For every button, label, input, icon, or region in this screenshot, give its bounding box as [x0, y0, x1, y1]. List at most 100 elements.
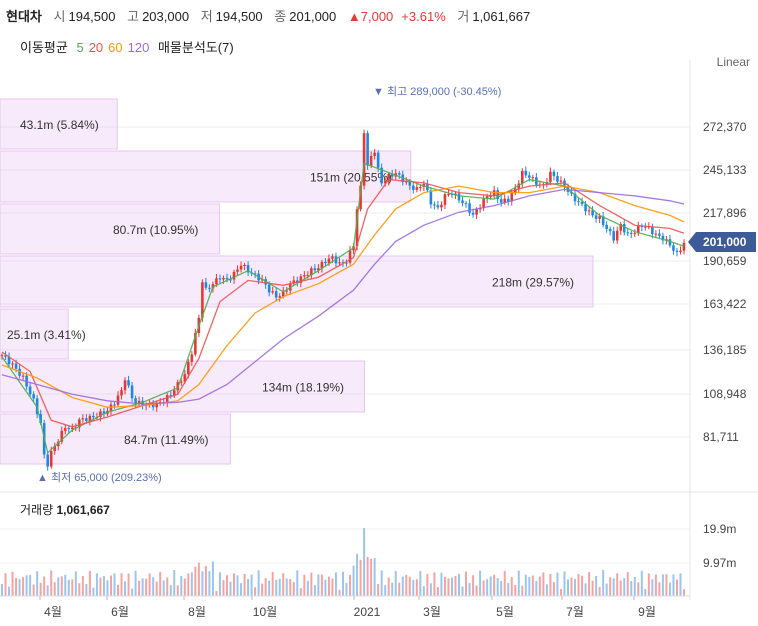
candle-body [102, 411, 106, 414]
volume-bar [229, 581, 232, 596]
candle-body [345, 262, 348, 264]
min-price-marker: ▲ 최저 65,000 (209.23%) [37, 471, 162, 484]
candle-body [549, 171, 552, 183]
volume-title-value: 1,061,667 [56, 503, 110, 517]
volume-bar [637, 582, 640, 596]
volume-bar [602, 570, 605, 596]
scale-mode[interactable]: Linear [716, 55, 750, 69]
volume-bar [545, 584, 548, 596]
volume-bar [190, 572, 193, 596]
candle-body [520, 170, 524, 184]
volume-bar [443, 576, 446, 596]
ma-120-label[interactable]: 120 [127, 40, 150, 55]
candle-body [436, 205, 440, 208]
volume-bar [577, 573, 580, 596]
volume-bar [173, 570, 176, 596]
volume-bar [53, 582, 56, 596]
volume-bar [535, 580, 538, 596]
candle-body [313, 268, 317, 271]
ma-20-label[interactable]: 20 [88, 40, 104, 55]
x-tick-label: 6월 [111, 605, 129, 619]
candle-body [155, 402, 158, 408]
volume-bar [211, 561, 214, 596]
candle-body [468, 203, 471, 213]
volume-bar [419, 571, 422, 596]
candle-body [56, 441, 60, 447]
volume-bar [479, 570, 482, 596]
candle-body [612, 231, 615, 241]
volume-profile-label: 80.7m (10.95%) [113, 223, 198, 237]
volume-bar [581, 575, 584, 596]
volume-bar [334, 572, 337, 596]
candle-body [194, 333, 197, 355]
x-tick-label: 2021 [354, 605, 381, 619]
ma-60-line [1, 185, 685, 408]
volume-bar [486, 579, 489, 596]
change-pct: +3.61% [401, 9, 446, 24]
volume-bar [507, 583, 510, 596]
candle-body [373, 152, 376, 156]
quote-header: 현대차 시 194,500 고 203,000 저 194,500 종 201,000 … [6, 6, 538, 24]
candle-body [591, 210, 594, 216]
volume-bar [422, 586, 425, 596]
ma-legend[interactable]: 이동평균 5 20 60 120 매물분석도(7) [20, 37, 239, 56]
candle-body [201, 282, 204, 318]
candle-body [120, 390, 123, 396]
volume-bar [310, 572, 313, 596]
volume-bar [204, 566, 207, 596]
candle-body [320, 261, 324, 269]
volume-bar [71, 579, 74, 596]
candle-body [390, 173, 394, 177]
volume-bar [138, 580, 141, 596]
volume-bar [106, 580, 109, 596]
candle-body [18, 368, 21, 376]
volume-profile-label[interactable]: 매물분석도(7) [157, 40, 234, 55]
candle-body [7, 356, 11, 365]
volume-bar [233, 573, 236, 596]
candle-body [299, 276, 303, 283]
volume-bar [405, 574, 408, 596]
volume-bar [496, 578, 499, 596]
candle-body [218, 278, 222, 280]
volume-bar [552, 582, 555, 596]
ma-5-label[interactable]: 5 [76, 40, 84, 55]
volume-bar [148, 573, 151, 596]
volume-bar [134, 570, 137, 596]
candle-body [580, 201, 584, 205]
volume-bar [394, 571, 397, 596]
volume-bar [218, 572, 221, 596]
volume-bar [679, 573, 682, 596]
ma-60-label[interactable]: 60 [108, 40, 123, 55]
candle-body [4, 355, 7, 357]
price-tick-label: 136,185 [703, 343, 747, 357]
volume-bar [289, 578, 292, 596]
volume-bar [43, 576, 46, 596]
volume-bar [18, 579, 21, 596]
volume-bar [22, 577, 25, 596]
volume-bar [306, 580, 309, 596]
volume-bar [64, 574, 67, 596]
volume-bar [236, 575, 239, 596]
candle-body [397, 173, 401, 175]
volume-bar [450, 577, 453, 596]
volume-bar [285, 578, 288, 596]
volume-bar [415, 579, 418, 596]
volume-bar [222, 580, 225, 596]
candle-body [39, 414, 42, 424]
volume-bar [95, 573, 98, 596]
volume-profile-bar [0, 308, 69, 360]
candle-body [348, 250, 352, 263]
candle-body [310, 268, 313, 276]
volume-bar [254, 587, 257, 596]
candle-body [306, 275, 310, 277]
candle-body [222, 277, 225, 280]
volume-bar [647, 573, 650, 596]
volume-bar [208, 571, 211, 596]
candle-body [338, 262, 341, 264]
change-value: ▲7,000 [347, 9, 394, 24]
candle-body [49, 451, 53, 467]
volume-bar [672, 574, 675, 596]
volume-bar [408, 576, 411, 596]
volume-bar [356, 553, 359, 596]
